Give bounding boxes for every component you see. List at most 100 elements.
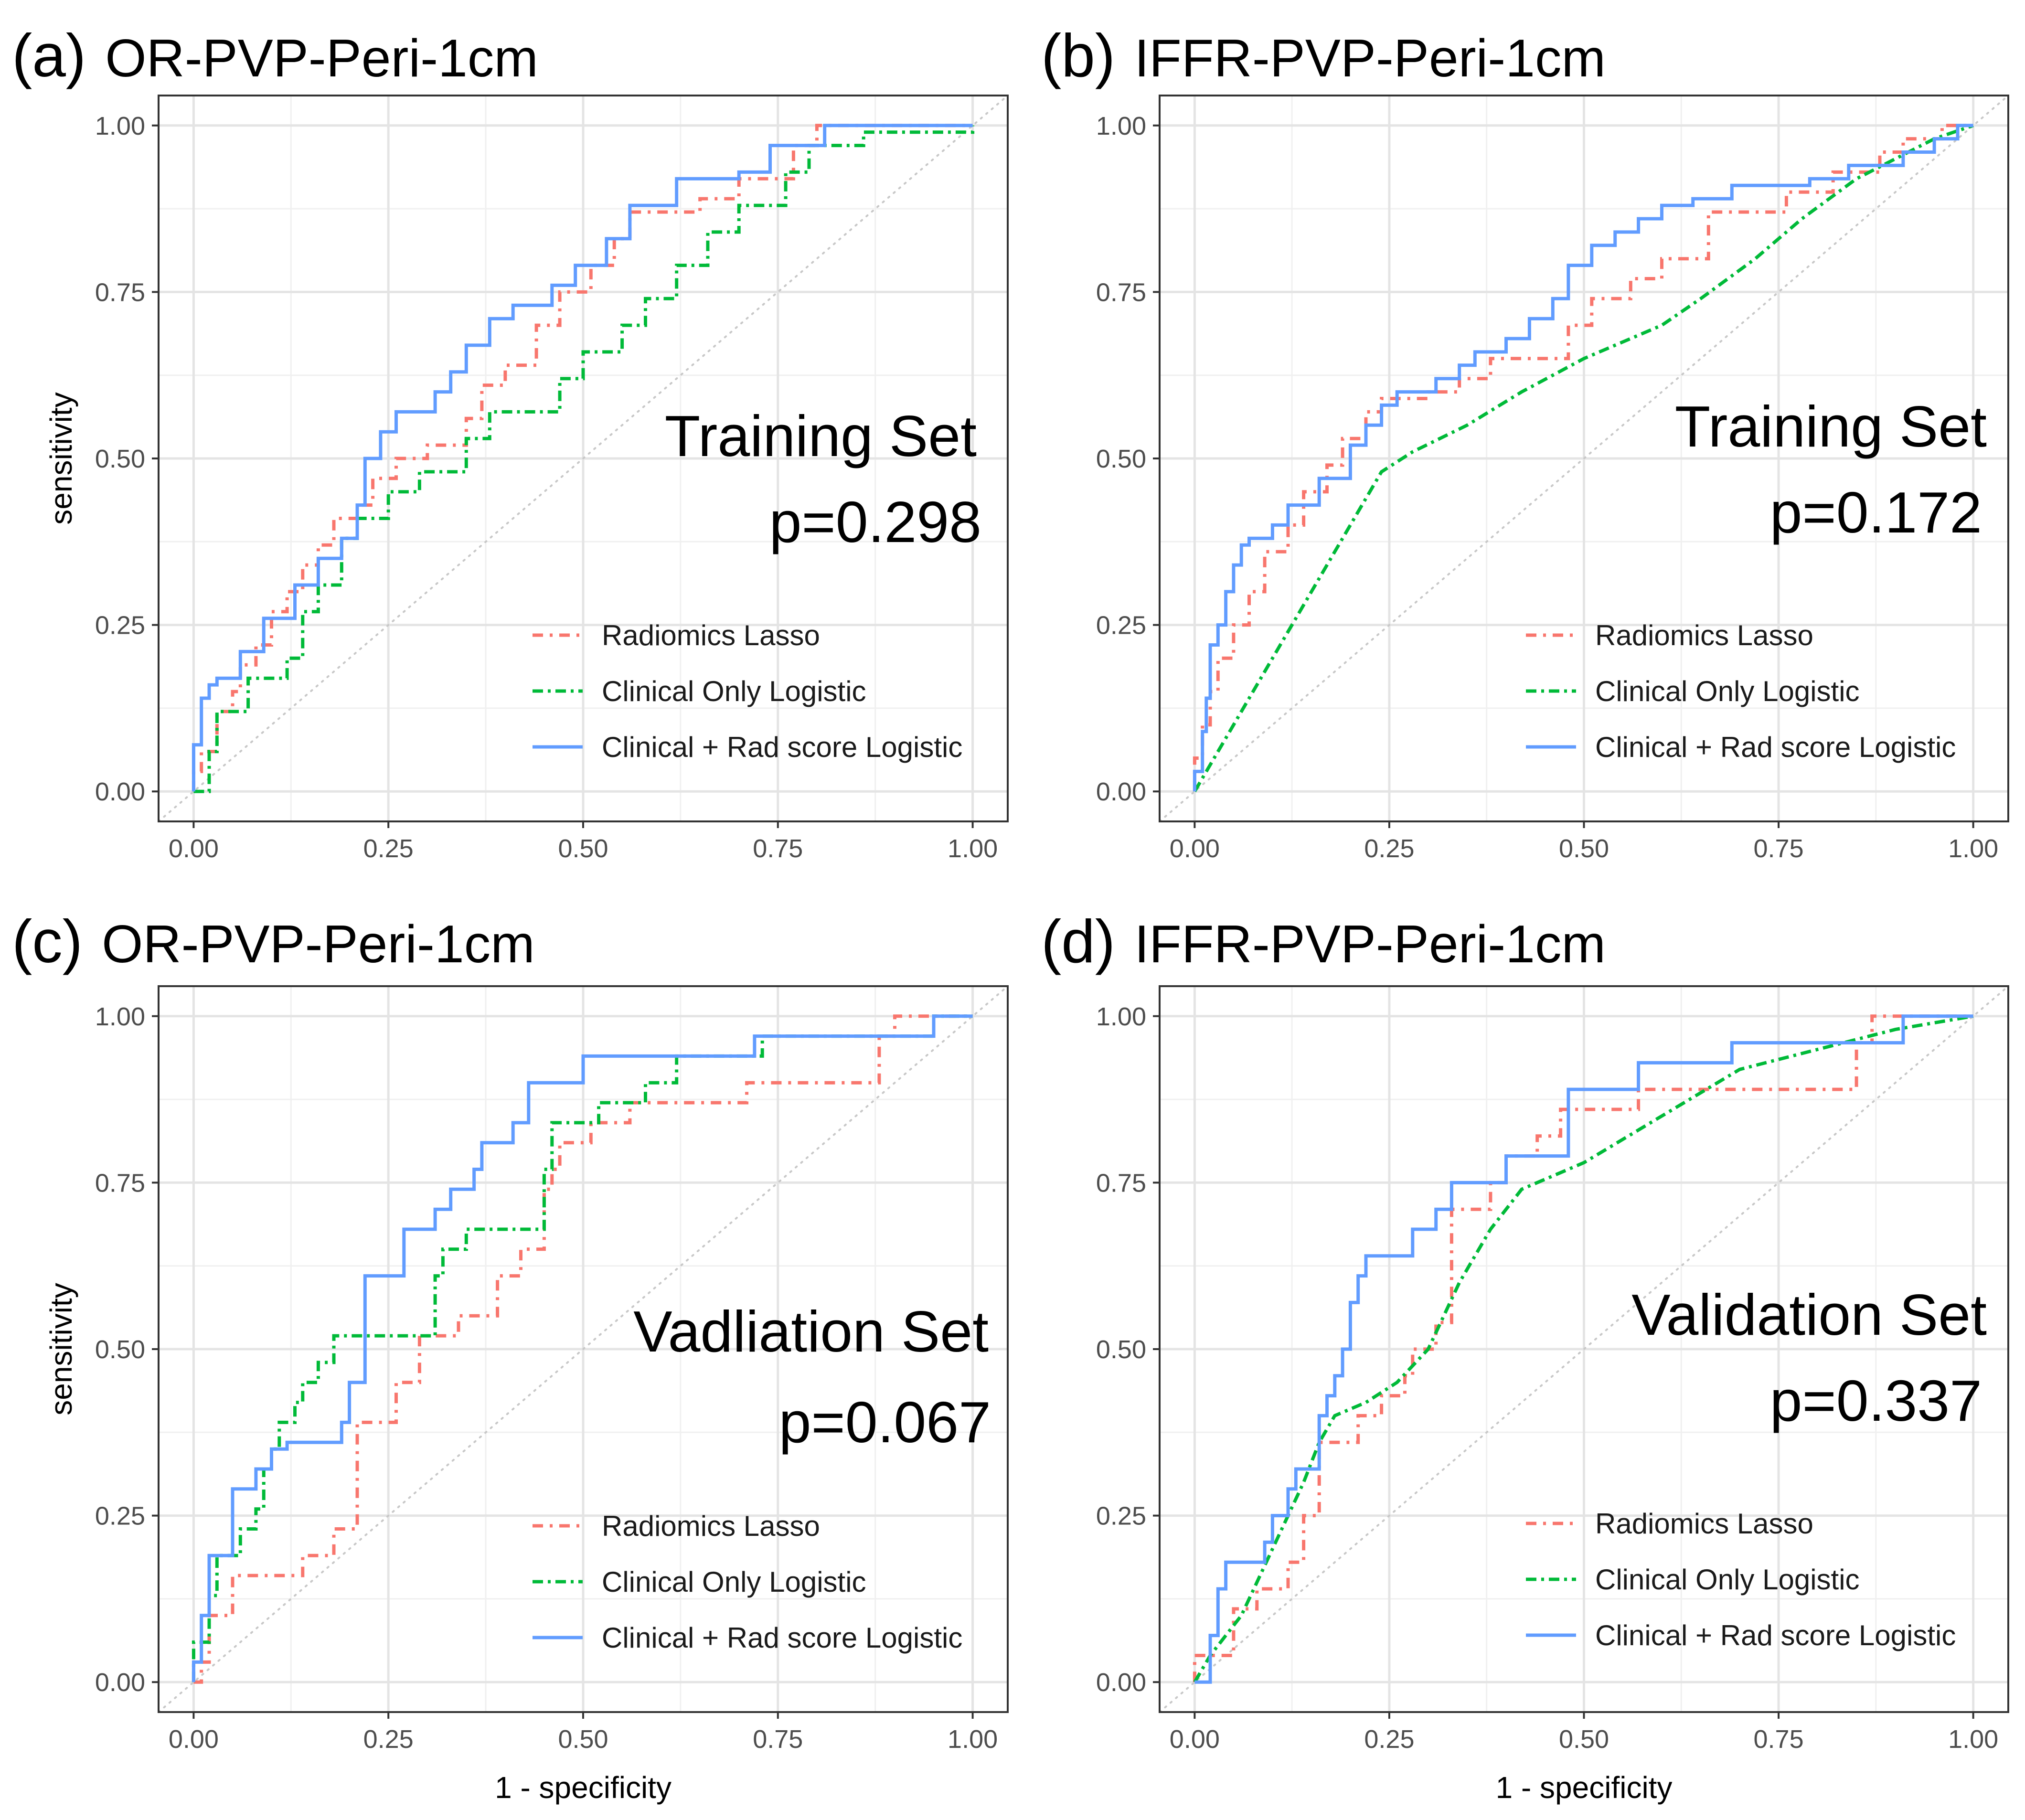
- reference-diagonal: [158, 95, 1009, 822]
- x-tick-label: 0.75: [753, 834, 803, 863]
- x-tick-label: 1.00: [948, 1725, 998, 1754]
- x-tick-label: 0.25: [363, 834, 414, 863]
- y-tick-label: 1.00: [95, 1002, 145, 1031]
- roc-panel-3: (d) IFFR-PVP-Peri-1cm 0.00 0.00 0.25 0.25 0.50…: [1041, 907, 2009, 1805]
- p-value-label: p=0.172: [1770, 480, 1982, 545]
- roc-panel-1: (b) IFFR-PVP-Peri-1cm 0.00 0.00 0.25 0.25 0.50…: [1041, 21, 2009, 863]
- y-tick-label: 0.00: [1096, 777, 1146, 806]
- x-tick-label: 0.50: [1559, 1725, 1609, 1754]
- legend-label: Radiomics Lasso: [1595, 619, 1813, 651]
- y-tick-label: 0.75: [1096, 278, 1146, 307]
- legend: Radiomics Lasso Clinical Only Logistic Cli…: [1526, 1508, 1956, 1651]
- legend-label: Radiomics Lasso: [1595, 1508, 1813, 1540]
- axis-ticks: 0.00 0.00 0.25 0.25 0.50 0.50 0.75 0.75 1.00 1.00: [95, 1002, 998, 1754]
- y-tick-label: 0.25: [95, 1502, 145, 1531]
- roc-curve-clinical-rad-score-logistic: [192, 1014, 973, 1682]
- x-axis-label: 1 - specificity: [1496, 1770, 1673, 1805]
- panel-title: (c) OR-PVP-Peri-1cm: [12, 907, 535, 975]
- x-tick-label: 0.75: [753, 1725, 803, 1754]
- roc-curve-radiomics-lasso: [193, 1014, 973, 1684]
- set-label: Validation Set: [1631, 1282, 1987, 1347]
- y-tick-label: 0.50: [95, 445, 145, 473]
- y-tick-label: 0.50: [1096, 1335, 1146, 1364]
- y-tick-label: 0.00: [95, 777, 145, 806]
- legend-label: Clinical + Rad score Logistic: [602, 731, 962, 763]
- panel-title: (a) OR-PVP-Peri-1cm: [12, 21, 538, 89]
- legend-label: Radiomics Lasso: [602, 619, 820, 651]
- y-tick-label: 1.00: [95, 112, 145, 140]
- p-value-label: p=0.067: [779, 1390, 991, 1455]
- panel-title: (b) IFFR-PVP-Peri-1cm: [1041, 21, 1606, 89]
- roc-panel-2: (c) OR-PVP-Peri-1cm0.000.000.250.250.500.…: [12, 907, 1009, 1805]
- legend-label: Clinical Only Logistic: [1595, 675, 1860, 707]
- roc-curve-radiomics-lasso: [1193, 124, 1973, 792]
- y-tick-label: 1.00: [1096, 1002, 1146, 1031]
- panel-name: IFFR-PVP-Peri-1cm: [1134, 29, 1606, 88]
- axis-ticks: 0.00 0.00 0.25 0.25 0.50 0.50 0.75 0.75 1.00 1.00: [1096, 1002, 1998, 1754]
- y-tick-label: 0.25: [95, 611, 145, 640]
- roc-curve-radiomics-lasso: [192, 124, 973, 792]
- y-tick-label: 0.50: [1096, 445, 1146, 473]
- legend-label: Radiomics Lasso: [602, 1510, 820, 1542]
- legend-label: Clinical Only Logistic: [602, 675, 866, 707]
- y-axis-label: sensitivity: [44, 392, 78, 524]
- x-tick-label: 0.75: [1754, 1725, 1804, 1754]
- legend-label: Clinical Only Logistic: [602, 1566, 866, 1598]
- p-value-label: p=0.298: [769, 490, 981, 554]
- legend: Radiomics Lasso Clinical Only Logistic Cli…: [533, 1510, 962, 1654]
- set-label: Vadliation Set: [633, 1299, 989, 1364]
- x-tick-label: 0.50: [1559, 834, 1609, 863]
- y-tick-label: 0.50: [95, 1335, 145, 1364]
- axis-ticks: 0.00 0.00 0.25 0.25 0.50 0.50 0.75 0.75 1.00 1.00: [1096, 112, 1998, 863]
- legend: Radiomics Lasso Clinical Only Logistic Cli…: [533, 619, 962, 763]
- reference-diagonal: [1159, 985, 2009, 1713]
- roc-curve-clinical-only-logistic: [1193, 1014, 1974, 1683]
- x-tick-label: 0.50: [558, 834, 608, 863]
- y-tick-label: 0.00: [95, 1668, 145, 1697]
- panel-name: IFFR-PVP-Peri-1cm: [1134, 915, 1606, 974]
- x-tick-label: 0.25: [1364, 834, 1414, 863]
- roc-curve-clinical-only-logistic: [1193, 124, 1974, 792]
- y-tick-label: 0.00: [1096, 1668, 1146, 1697]
- set-label: Training Set: [665, 404, 977, 468]
- y-tick-label: 0.25: [1096, 611, 1146, 640]
- legend-label: Clinical Only Logistic: [1595, 1564, 1860, 1596]
- x-tick-label: 0.75: [1754, 834, 1804, 863]
- legend: Radiomics Lasso Clinical Only Logistic Cli…: [1526, 619, 1956, 763]
- panel-name: OR-PVP-Peri-1cm: [105, 29, 538, 88]
- x-tick-label: 0.00: [169, 1725, 219, 1754]
- set-label: Training Set: [1675, 394, 1987, 459]
- y-axis-label: sensitivity: [44, 1283, 78, 1415]
- legend-label: Clinical + Rad score Logistic: [1595, 731, 1956, 763]
- y-tick-label: 0.75: [1096, 1169, 1146, 1197]
- x-tick-label: 1.00: [948, 834, 998, 863]
- grid: [1160, 986, 2008, 1712]
- roc-curve-clinical-rad-score-logistic: [1193, 124, 1973, 792]
- p-value-label: p=0.337: [1770, 1368, 1982, 1433]
- x-axis-label: 1 - specificity: [495, 1770, 671, 1805]
- roc-panel-0: (a) OR-PVP-Peri-1cm 0.00 0.00 0.25 0.25 0.50 0.…: [12, 21, 1009, 863]
- roc-curve-clinical-rad-score-logistic: [1194, 1014, 1973, 1684]
- panel-letter: (c): [12, 907, 83, 975]
- panel-letter: (a): [12, 21, 86, 89]
- legend-label: Clinical + Rad score Logistic: [1595, 1619, 1956, 1651]
- roc-curve-clinical-rad-score-logistic: [192, 124, 973, 792]
- y-tick-label: 0.25: [1096, 1502, 1146, 1531]
- x-tick-label: 1.00: [1948, 1725, 1998, 1754]
- roc-curve-clinical-only-logistic: [192, 1014, 973, 1682]
- roc-curve-radiomics-lasso: [1193, 1014, 1973, 1682]
- roc-curve-clinical-only-logistic: [193, 125, 975, 793]
- x-tick-label: 0.25: [1364, 1725, 1414, 1754]
- y-tick-label: 1.00: [1096, 112, 1146, 140]
- axis-ticks: 0.00 0.00 0.25 0.25 0.50 0.50 0.75 0.75 1.00 1.00: [95, 112, 998, 863]
- reference-diagonal: [158, 985, 1009, 1713]
- panel-letter: (d): [1041, 907, 1115, 975]
- panel-letter: (b): [1041, 21, 1115, 89]
- x-tick-label: 1.00: [1948, 834, 1998, 863]
- x-tick-label: 0.00: [1170, 834, 1220, 863]
- panel-name: OR-PVP-Peri-1cm: [102, 915, 535, 974]
- x-tick-label: 0.00: [169, 834, 219, 863]
- x-tick-label: 0.00: [1170, 1725, 1220, 1754]
- x-tick-label: 0.50: [558, 1725, 608, 1754]
